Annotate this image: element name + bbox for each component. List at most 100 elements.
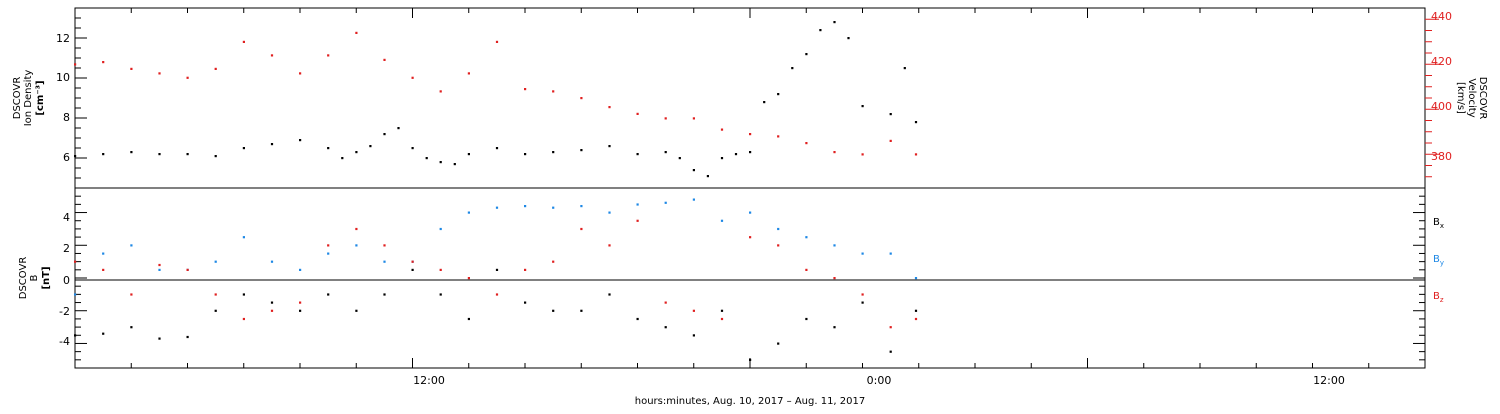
bottom-ylabel-line1: DSCOVR bbox=[18, 257, 29, 300]
velocity-point bbox=[158, 72, 161, 75]
density-point bbox=[889, 113, 892, 116]
legend: Bx By Bz bbox=[1433, 217, 1444, 304]
velocity-point bbox=[692, 117, 695, 120]
bz-point bbox=[74, 260, 77, 263]
density-point bbox=[805, 53, 808, 56]
by-point bbox=[636, 203, 639, 206]
by-point bbox=[242, 236, 245, 239]
density-point bbox=[552, 151, 555, 154]
bz-point bbox=[242, 317, 245, 321]
bottom-ylabel-line3: [nT] bbox=[41, 266, 52, 289]
density-point bbox=[903, 67, 906, 70]
by-point bbox=[355, 244, 358, 247]
bx-point bbox=[102, 332, 105, 335]
bz-point bbox=[158, 263, 161, 267]
density-point bbox=[636, 153, 639, 156]
density-point bbox=[397, 127, 400, 130]
bottom-panel-frame bbox=[74, 187, 1426, 369]
density-point bbox=[355, 151, 358, 154]
density-point bbox=[383, 133, 386, 136]
bx-point bbox=[242, 293, 245, 296]
top-ytick-label: 10 bbox=[56, 71, 70, 84]
velocity-point bbox=[914, 153, 918, 156]
bx-point bbox=[692, 334, 695, 337]
bz-point bbox=[439, 268, 442, 271]
legend-bx: Bx bbox=[1433, 217, 1444, 230]
bz-point bbox=[833, 277, 836, 280]
top-right-ytick-label: 400 bbox=[1431, 100, 1452, 113]
density-point bbox=[914, 121, 918, 124]
top-right-ylabel-line3: [km/s] bbox=[1455, 82, 1466, 114]
bx-point bbox=[355, 309, 358, 312]
top-panel-frame bbox=[74, 7, 1426, 189]
bz-point bbox=[270, 309, 274, 312]
velocity-point bbox=[214, 67, 217, 70]
xtick-label: 12:00 bbox=[1313, 374, 1345, 387]
bz-point bbox=[664, 301, 667, 304]
bx-point bbox=[749, 358, 752, 361]
bx-point bbox=[608, 293, 611, 296]
bz-point bbox=[777, 244, 780, 247]
velocity-point bbox=[608, 106, 611, 109]
velocity-point bbox=[889, 139, 892, 142]
density-point bbox=[214, 155, 217, 158]
bx-point bbox=[720, 309, 724, 312]
bz-point bbox=[186, 268, 189, 271]
bz-point bbox=[383, 244, 386, 247]
bottom-ylabel-line2: B bbox=[29, 274, 40, 281]
bx-point bbox=[580, 309, 583, 312]
density-point bbox=[102, 153, 105, 156]
bz-point bbox=[130, 293, 133, 296]
velocity-point bbox=[102, 61, 105, 64]
density-point bbox=[791, 67, 794, 70]
bx-point bbox=[524, 301, 527, 304]
density-point bbox=[270, 143, 274, 146]
by-point bbox=[914, 277, 918, 280]
bx-point bbox=[383, 293, 386, 296]
bx-point bbox=[299, 309, 302, 312]
by-point bbox=[861, 252, 864, 255]
density-point bbox=[299, 139, 302, 142]
by-point bbox=[467, 211, 470, 214]
by-point bbox=[805, 236, 808, 239]
bx-point bbox=[186, 335, 189, 339]
velocity-point bbox=[636, 112, 639, 115]
top-ylabel-line3: [cm⁻³] bbox=[35, 80, 46, 115]
density-point bbox=[411, 147, 414, 150]
by-point bbox=[74, 293, 77, 296]
legend-by: By bbox=[1433, 254, 1444, 267]
bz-point bbox=[636, 219, 639, 222]
by-point bbox=[552, 206, 555, 209]
density-point bbox=[341, 157, 344, 160]
bz-point bbox=[914, 317, 918, 321]
bx-point bbox=[889, 350, 892, 353]
bx-point bbox=[467, 317, 470, 321]
density-point bbox=[74, 155, 77, 158]
bx-point bbox=[439, 293, 442, 296]
density-point bbox=[749, 151, 752, 154]
top-right-ylabel-line2: Velocity bbox=[1466, 78, 1477, 117]
x-axis-label: hours:minutes, Aug. 10, 2017 – Aug. 11, … bbox=[635, 396, 866, 407]
bz-point bbox=[692, 309, 695, 312]
density-point bbox=[425, 157, 428, 160]
density-point bbox=[467, 153, 470, 156]
bottom-ytick-label: 2 bbox=[63, 242, 70, 255]
density-point bbox=[580, 149, 583, 152]
bz-point bbox=[411, 260, 414, 263]
by-point bbox=[777, 227, 780, 231]
density-point bbox=[439, 161, 442, 164]
density-point bbox=[777, 93, 780, 96]
bx-point bbox=[130, 326, 133, 329]
bx-point bbox=[805, 317, 808, 321]
ticks-layer bbox=[74, 8, 1439, 368]
bx-point bbox=[158, 337, 161, 340]
bz-point bbox=[495, 293, 499, 296]
bz-point bbox=[102, 268, 105, 271]
density-point bbox=[524, 153, 527, 156]
by-point bbox=[608, 211, 611, 214]
bz-point bbox=[524, 268, 527, 271]
xtick-label: 12:00 bbox=[413, 374, 445, 387]
density-point bbox=[369, 145, 372, 148]
